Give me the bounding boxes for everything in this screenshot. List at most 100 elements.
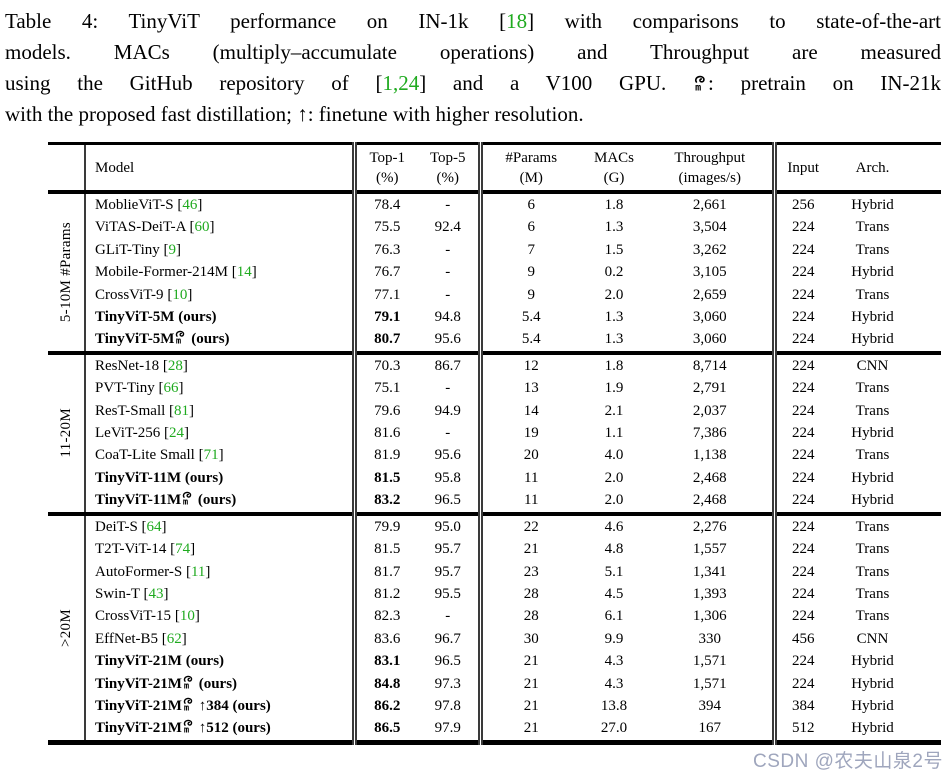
citation-bracket: [ xyxy=(163,286,173,303)
svg-text:m: m xyxy=(184,681,189,689)
model-cell: AutoFormer-S [11] xyxy=(85,561,354,583)
model-cell: TinyViT-21M m ↑384 (ours) xyxy=(85,695,354,717)
model-name: TinyViT-21M xyxy=(95,720,182,737)
model-name: AutoFormer-S xyxy=(95,563,183,580)
throughput-cell: 3,504 xyxy=(692,219,727,236)
table-row: TinyViT-21M (ours) 83.1 96.5 21 4.3 1,571 224 H… xyxy=(48,650,941,673)
table-row: LeViT-256 [24] 81.6-19 1.1 7,386 224 Hybrid xyxy=(48,422,941,445)
model-name: TinyViT-21M xyxy=(95,675,182,692)
citation-bracket: [ xyxy=(166,541,176,558)
caption-text: ] with comparisons to state-of-the-art xyxy=(527,9,941,33)
top5-cell: - xyxy=(445,264,451,281)
top5-cell: 94.8 xyxy=(434,309,461,326)
model-name: TinyViT-11M xyxy=(95,469,182,486)
arch-cell: Hybrid xyxy=(851,264,894,281)
citation-bracket: [ xyxy=(159,241,169,258)
results-table-wrapper: Model Top-1 (%) Top-5 (%) #Params (M) MACs (… xyxy=(48,142,941,745)
throughput-cell: 8,714 xyxy=(648,350,774,378)
throughput-cell: 2,661 xyxy=(692,197,727,213)
citation-bracket: ] xyxy=(181,630,187,647)
table-row: GLiT-Tiny [9] 76.3-7 1.5 3,262 224 Trans xyxy=(48,238,941,262)
model-suffix: ↑384 (ours) xyxy=(194,697,271,714)
input-cell: 224 xyxy=(771,399,830,423)
throughput-cell: 1,393 xyxy=(692,585,727,602)
svg-text:m: m xyxy=(695,82,701,91)
arch-cell: Trans xyxy=(855,563,890,580)
citation: 74 xyxy=(175,541,191,558)
macs-cell: 1.8 xyxy=(580,350,648,378)
table-row: CrossViT-9 [10] 77.1-9 2.0 2,659 224 Trans xyxy=(48,283,941,307)
citation: 14 xyxy=(236,264,252,281)
caption-text: : pretrain on IN-21k xyxy=(708,71,941,95)
model-cell: LeViT-256 [24] xyxy=(85,422,354,444)
model-cell: GLiT-Tiny [9] xyxy=(85,239,354,261)
header-top1-line2: (%) xyxy=(376,170,399,186)
top1-cell: 81.2 xyxy=(351,582,418,606)
citation-bracket: ] xyxy=(178,380,184,397)
model-suffix: ↑512 (ours) xyxy=(194,720,271,737)
factory-icon: m xyxy=(182,697,195,714)
model-cell: ResNet-18 [28] xyxy=(85,350,354,378)
top5-cell: 86.7 xyxy=(418,350,480,378)
citation-bracket: ] xyxy=(189,402,195,419)
model-name: ViTAS-DeiT-A xyxy=(95,219,186,236)
row-group: 11-20M ResNet-18 [28] 70.3 86.7 12 1.8 8,714 22… xyxy=(48,350,941,514)
model-name: TinyViT-5M xyxy=(95,331,175,348)
model-name: GLiT-Tiny xyxy=(95,241,160,258)
header-params: #Params (M) xyxy=(477,143,580,194)
params-cell: 30 xyxy=(477,627,580,651)
macs-cell: 4.3 xyxy=(604,675,624,692)
table-row: TinyViT-21M m ↑384 (ours) 86.2 97.8 21 13.8 39… xyxy=(48,694,941,718)
top5-cell: 95.5 xyxy=(434,585,461,602)
model-name: T2T-ViT-14 xyxy=(95,541,167,558)
arch-cell: Hybrid xyxy=(851,425,894,442)
citation-bracket: ] xyxy=(218,447,224,464)
input-cell: 224 xyxy=(771,605,830,628)
citation: 1,24 xyxy=(382,71,420,95)
top5-cell: 95.7 xyxy=(434,541,461,558)
header-macs: MACs (G) xyxy=(580,143,648,194)
group-label-text: >20M xyxy=(57,608,74,647)
top5-cell: 94.9 xyxy=(434,402,461,419)
params-cell: 14 xyxy=(477,399,580,423)
input-cell: 224 xyxy=(771,422,830,445)
arch-cell: Hybrid xyxy=(851,653,894,670)
macs-cell: 1.3 xyxy=(604,331,624,348)
top5-cell: 96.7 xyxy=(434,630,461,647)
citation: 71 xyxy=(203,447,219,464)
header-top1: Top-1 (%) xyxy=(351,143,418,194)
model-suffix: (ours) xyxy=(174,309,217,326)
model-cell: PVT-Tiny [66] xyxy=(85,377,354,399)
input-cell: 456 xyxy=(771,627,830,651)
model-cell: ResT-Small [81] xyxy=(85,400,354,422)
model-name: EffNet-B5 xyxy=(95,630,159,647)
params-cell: 7 xyxy=(477,238,580,262)
table-caption: Table 4: TinyViT performance on IN-1k [1… xyxy=(5,6,941,130)
model-name: DeiT-S xyxy=(95,518,138,535)
citation-bracket: [ xyxy=(160,425,169,442)
params-cell: 6 xyxy=(477,216,580,239)
input-cell: 224 xyxy=(771,672,830,695)
params-cell: 9 xyxy=(477,283,580,307)
citation: 64 xyxy=(146,518,162,535)
arch-cell: Trans xyxy=(855,380,890,397)
model-name: PVT-Tiny xyxy=(95,380,155,397)
top1-cell: 76.7 xyxy=(351,261,418,284)
input-cell: 384 xyxy=(771,694,830,718)
top5-cell: 92.4 xyxy=(434,219,461,236)
top1-cell: 84.8 xyxy=(351,672,418,695)
input-cell: 224 xyxy=(771,350,830,378)
macs-cell: 1.3 xyxy=(604,219,624,236)
macs-cell: 0.2 xyxy=(604,264,624,281)
svg-text:m: m xyxy=(183,498,188,506)
table-header: Model Top-1 (%) Top-5 (%) #Params (M) MACs (… xyxy=(48,143,941,194)
group-label: 5-10M #Params xyxy=(48,192,86,353)
top1-cell: 81.5 xyxy=(351,466,418,490)
arch-cell: Hybrid xyxy=(851,197,894,213)
group-label: >20M xyxy=(48,511,86,743)
citation-bracket: [ xyxy=(182,563,191,580)
top5-cell: 95.7 xyxy=(434,563,461,580)
row-group: 5-10M #Params MoblieViT-S [46] 78.4-6 1.8 2,… xyxy=(48,192,941,353)
citation-bracket: ] xyxy=(197,197,203,213)
arch-cell: Trans xyxy=(830,511,941,539)
